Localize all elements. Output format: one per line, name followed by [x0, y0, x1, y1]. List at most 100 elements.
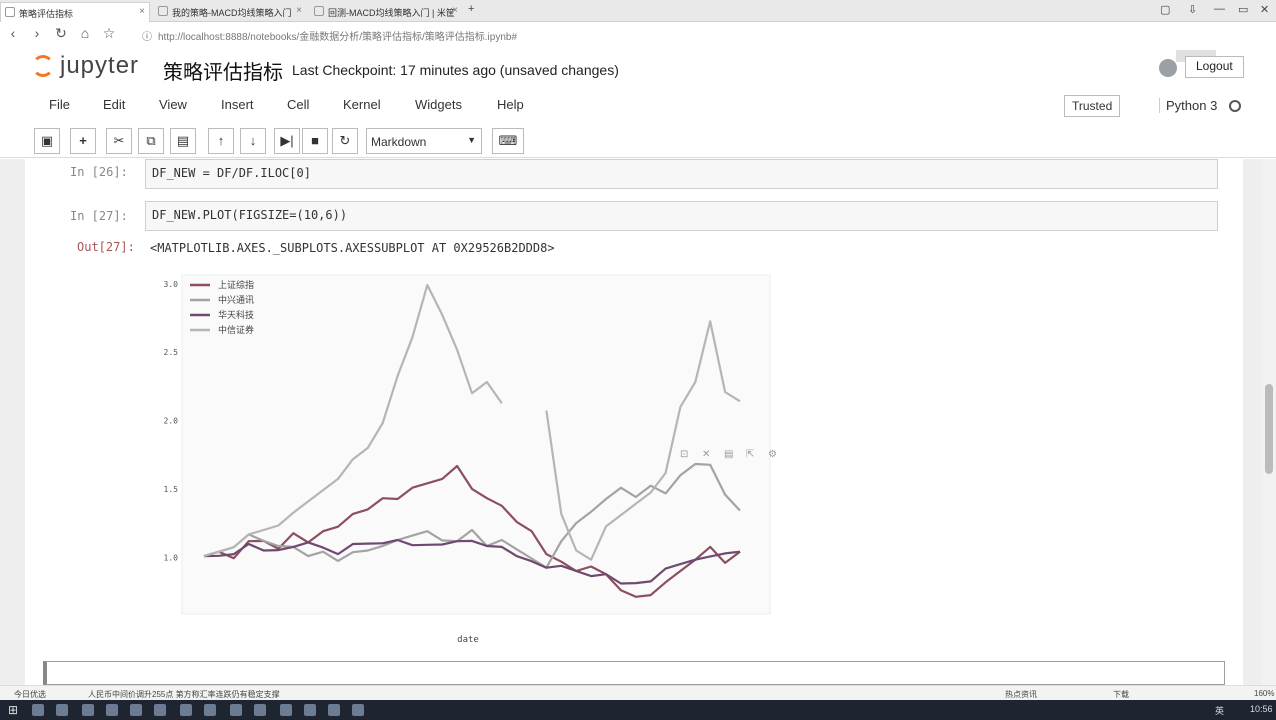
menu-cell[interactable]: Cell — [287, 97, 310, 112]
downloads-label[interactable]: 下载 — [1113, 690, 1129, 699]
zoom-level[interactable]: 160% — [1254, 689, 1275, 698]
menu-bar: File Edit View Insert Cell Kernel Widget… — [0, 92, 1276, 120]
tab-title: 我的策略-MACD均线策略入门 — [172, 8, 292, 18]
notebook-toolbar: ▣ + ✂ ⧉ ▤ ↑ ↓ ▶| ■ ↻ Markdown ▼ ⌨ — [0, 124, 1276, 158]
output-text: <MATPLOTLIB.AXES._SUBPLOTS.AXESSUBPLOT A… — [150, 241, 555, 255]
plot-area — [181, 274, 771, 615]
browser-tab-active[interactable]: 策略评估指标 × — [0, 2, 150, 22]
y-tick-label: 1.5 — [164, 485, 179, 494]
y-tick-label: 3.0 — [164, 280, 179, 289]
news-ticker[interactable]: 人民币中间价调升255点 第方称汇率连跌仍有稳定支撑 — [88, 690, 280, 699]
home-icon[interactable]: ⌂ — [80, 25, 90, 41]
cut-button[interactable]: ✂ — [106, 128, 132, 154]
interrupt-button[interactable]: ■ — [302, 128, 328, 154]
cell-code[interactable]: DF_NEW.PLOT(FIGSIZE=(10,6)) — [152, 208, 348, 222]
window-menu-icon[interactable]: ▢ — [1160, 4, 1171, 16]
close-tab-icon[interactable]: × — [139, 6, 145, 17]
insert-cell-button[interactable]: + — [70, 128, 96, 154]
jupyter-logo[interactable]: jupyter — [32, 52, 139, 80]
tab-title: 策略评估指标 — [19, 9, 74, 19]
pan-icon: ⇱ — [746, 449, 754, 460]
notebook-name[interactable]: 策略评估指标 — [163, 62, 283, 84]
arrow-down-icon: ↓ — [249, 133, 257, 148]
taskbar-app-icon[interactable] — [180, 704, 192, 716]
menu-help[interactable]: Help — [497, 97, 524, 112]
taskbar-app-icon[interactable] — [56, 704, 68, 716]
hot-news-label[interactable]: 热点资讯 — [1005, 690, 1037, 699]
menu-kernel[interactable]: Kernel — [343, 97, 381, 112]
taskbar-app-icon[interactable] — [154, 704, 166, 716]
jupyter-header: jupyter 策略评估指标 Last Checkpoint: 17 minut… — [0, 46, 1276, 90]
run-icon: ▶| — [280, 133, 294, 148]
bookmark-star-icon[interactable]: ☆ — [102, 25, 116, 41]
menu-widgets[interactable]: Widgets — [415, 97, 462, 112]
security-icon[interactable]: ⓘ — [142, 32, 152, 43]
new-tab-icon[interactable]: + — [468, 3, 475, 15]
taskbar-app-icon[interactable] — [280, 704, 292, 716]
legend-label: 中信证券 — [218, 324, 254, 336]
status-left-label[interactable]: 今日优选 — [14, 690, 46, 699]
taskbar-app-icon[interactable] — [230, 704, 242, 716]
paste-button[interactable]: ▤ — [170, 128, 196, 154]
taskbar-app-icon[interactable] — [106, 704, 118, 716]
output-prompt: Out[27]: — [77, 240, 135, 254]
windows-start-icon[interactable]: ⊞ — [8, 703, 19, 717]
kernel-status-icon — [1229, 100, 1241, 112]
copy-icon: ⧉ — [146, 133, 156, 148]
menu-file[interactable]: File — [49, 97, 70, 112]
save-button[interactable]: ▣ — [34, 128, 60, 154]
taskbar-app-icon[interactable] — [82, 704, 94, 716]
os-taskbar: ⊞ 英 10:56 — [0, 700, 1276, 720]
code-cell[interactable]: DF_NEW = DF/DF.ILOC[0] — [145, 159, 1218, 189]
restart-icon: ↻ — [339, 133, 351, 148]
command-palette-button[interactable]: ⌨ — [492, 128, 524, 154]
cell-type-select[interactable]: Markdown ▼ — [366, 128, 482, 154]
ime-indicator[interactable]: 英 — [1215, 706, 1225, 716]
logout-button[interactable]: Logout — [1185, 56, 1244, 78]
pin-icon[interactable]: ⇩ — [1188, 4, 1198, 16]
move-up-button[interactable]: ↑ — [208, 128, 234, 154]
url-field[interactable]: http://localhost:8888/notebooks/金融数据分析/策… — [158, 32, 518, 43]
taskbar-app-icon[interactable] — [254, 704, 266, 716]
reload-icon[interactable]: ↻ — [55, 25, 67, 41]
menu-insert[interactable]: Insert — [221, 97, 254, 112]
browser-status-bar: 今日优选 人民币中间价调升255点 第方称汇率连跌仍有稳定支撑 热点资讯 下载 … — [0, 685, 1276, 700]
kernel-name: Python 3 — [1159, 98, 1217, 113]
move-down-button[interactable]: ↓ — [240, 128, 266, 154]
taskbar-app-icon[interactable] — [32, 704, 44, 716]
run-button[interactable]: ▶| — [274, 128, 300, 154]
checkpoint-status: Last Checkpoint: 17 minutes ago (unsaved… — [292, 62, 619, 78]
minimize-icon[interactable]: — — [1214, 3, 1225, 15]
legend-label: 华天科技 — [218, 309, 254, 321]
back-icon[interactable]: ‹ — [10, 25, 16, 41]
restart-button[interactable]: ↻ — [332, 128, 358, 154]
scrollbar-thumb[interactable] — [1265, 384, 1273, 474]
code-cell[interactable]: DF_NEW.PLOT(FIGSIZE=(10,6)) — [145, 201, 1218, 231]
jupyter-logo-icon — [32, 55, 54, 77]
browser-tab[interactable]: 回测-MACD均线策略入门 | 米筐 × — [310, 2, 462, 22]
copy-button[interactable]: ⧉ — [138, 128, 164, 154]
taskbar-app-icon[interactable] — [204, 704, 216, 716]
menu-edit[interactable]: Edit — [103, 97, 126, 112]
trusted-indicator[interactable]: Trusted — [1064, 95, 1121, 117]
taskbar-app-icon[interactable] — [328, 704, 340, 716]
taskbar-app-icon[interactable] — [304, 704, 316, 716]
forward-icon[interactable]: › — [34, 25, 40, 41]
close-tab-icon[interactable]: × — [296, 5, 302, 16]
vertical-scrollbar[interactable] — [1262, 159, 1276, 685]
notebook-area: In [26]: DF_NEW = DF/DF.ILOC[0] In [27]:… — [0, 159, 1276, 685]
taskbar-app-icon[interactable] — [352, 704, 364, 716]
selected-cell[interactable] — [43, 661, 1225, 685]
cell-code[interactable]: DF_NEW = DF/DF.ILOC[0] — [152, 166, 311, 180]
close-tab-icon[interactable]: × — [452, 5, 458, 16]
menu-view[interactable]: View — [159, 97, 187, 112]
browser-tab[interactable]: 我的策略-MACD均线策略入门 × — [154, 2, 306, 22]
taskbar-app-icon[interactable] — [130, 704, 142, 716]
close-window-icon[interactable]: ✕ — [1260, 4, 1270, 16]
zoom-icon: ⊡ — [680, 449, 688, 460]
maximize-icon[interactable]: ▭ — [1238, 4, 1249, 16]
x-axis-label: date — [457, 635, 479, 645]
close-icon: ✕ — [702, 449, 710, 460]
logo-text: jupyter — [60, 52, 140, 79]
